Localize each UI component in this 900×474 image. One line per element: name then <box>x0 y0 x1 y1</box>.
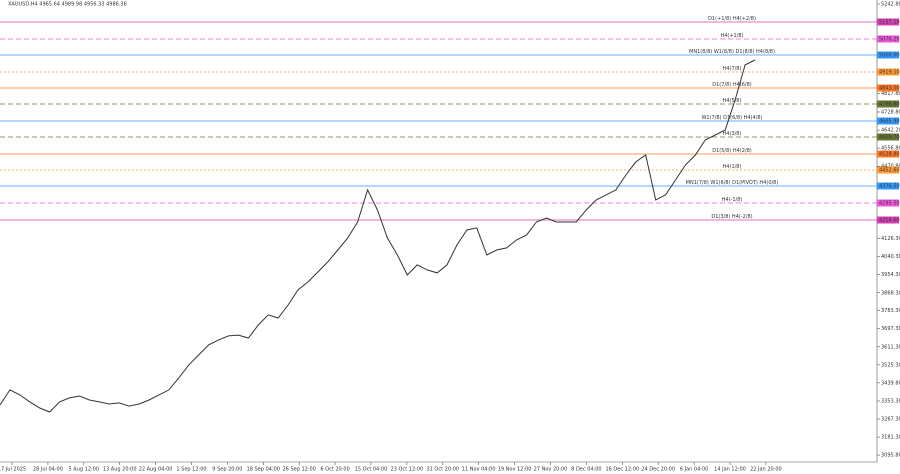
y-tick-label: 3783.30 <box>881 308 900 314</box>
level-label: D1(5/8) H4(2/8) <box>712 148 752 154</box>
x-tick-label: 27 Nov 20:00 <box>534 467 568 473</box>
level-label: H4(-1/8) <box>722 197 743 203</box>
y-tick-label: 3525.30 <box>881 362 900 368</box>
price-box <box>877 35 899 43</box>
y-tick-label: 3181.30 <box>881 435 900 441</box>
y-tick-label: 3095.80 <box>881 453 900 459</box>
price-box-label: 4843.00 <box>879 85 900 91</box>
level-label: D1(3/8) H4(-2/8) <box>711 214 752 220</box>
x-tick-label: 31 Oct 20:00 <box>426 467 459 473</box>
price-box-label: 5076.20 <box>879 36 900 42</box>
y-tick-label: 4556.80 <box>881 146 900 152</box>
price-box-label: 4452.60 <box>879 168 900 174</box>
price-box-label: 4214.60 <box>879 218 900 224</box>
price-box-label: 4919.10 <box>879 69 900 75</box>
level-label: D1(7/8) H4(6/8) <box>712 82 752 88</box>
x-tick-label: 5 Aug 12:00 <box>69 467 100 473</box>
price-box <box>877 117 899 125</box>
price-box <box>877 199 899 207</box>
price-box-label: 4295.50 <box>879 201 900 207</box>
price-box-label: 4766.80 <box>879 101 900 107</box>
level-label: MN1(7/8) W1(6/8) D1(PIVOT) H4(0/8) <box>686 180 779 186</box>
x-tick-label: 24 Dec 20:00 <box>641 467 675 473</box>
x-tick-label: 18 Sep 04:00 <box>247 467 280 473</box>
x-tick-label: 22 Jan 20:00 <box>750 467 782 473</box>
y-tick-label: 4126.30 <box>881 236 900 242</box>
x-tick-label: 15 Oct 04:00 <box>355 467 388 473</box>
y-tick-label: 3697.30 <box>881 326 900 332</box>
y-tick-label: 3267.30 <box>881 417 900 423</box>
price-box <box>877 166 899 174</box>
y-tick-label: 4642.20 <box>881 128 900 134</box>
x-tick-label: 23 Oct 12:00 <box>391 467 424 473</box>
y-tick-label: 4817.80 <box>881 91 900 97</box>
price-box-label: 4685.90 <box>879 118 900 124</box>
y-tick-label: 3868.30 <box>881 290 900 296</box>
x-tick-label: 14 Jan 12:00 <box>714 467 746 473</box>
y-tick-label: 3353.30 <box>881 398 900 404</box>
x-tick-label: 17 Jul 2025 <box>0 467 26 473</box>
y-tick-label: 3439.80 <box>881 380 900 386</box>
price-box-label: 4528.80 <box>879 152 900 158</box>
x-tick-label: 1 Sep 12:00 <box>176 467 206 473</box>
x-tick-label: 22 Aug 04:00 <box>139 467 173 473</box>
x-tick-label: 9 Sep 20:00 <box>212 467 242 473</box>
price-box <box>877 182 899 190</box>
price-box-label: 4609.70 <box>879 135 900 141</box>
price-box <box>877 100 899 108</box>
y-tick-label: 3954.30 <box>881 272 900 278</box>
price-line <box>0 59 756 413</box>
level-label: H4(7/8) <box>723 66 742 72</box>
price-box <box>877 150 899 158</box>
x-tick-label: 19 Nov 12:00 <box>498 467 532 473</box>
price-box-label: 5000.00 <box>879 53 900 59</box>
x-tick-label: 13 Aug 20:00 <box>103 467 137 473</box>
level-label: H4(3/8) <box>723 131 742 137</box>
x-tick-label: 11 Nov 04:00 <box>462 467 496 473</box>
level-label: H4(5/8) <box>723 98 742 104</box>
price-box <box>877 133 899 141</box>
x-tick-label: 16 Dec 12:00 <box>605 467 639 473</box>
price-box <box>877 84 899 92</box>
y-tick-label: 3611.30 <box>881 344 900 350</box>
price-box-label: 4376.50 <box>879 183 900 189</box>
x-tick-label: 8 Dec 04:00 <box>571 467 601 473</box>
price-box <box>877 216 899 224</box>
level-label: MN1(8/8) W1(8/8) D1(8/8) H4(8/8) <box>689 49 775 55</box>
price-box-label: 5157.10 <box>879 19 900 25</box>
y-tick-label: 5242.80 <box>881 1 900 7</box>
level-label: D1(+1/8) H4(+2/8) <box>708 16 756 22</box>
price-box <box>877 18 899 26</box>
x-tick-label: 6 Jan 04:00 <box>680 467 708 473</box>
x-tick-label: 28 Jul 04:00 <box>33 467 63 473</box>
price-box <box>877 51 899 59</box>
chart-title: XAUUSD,H4 4965.64 4989.98 4956.33 4986.3… <box>8 2 127 8</box>
level-label: W1(7/8) D1(6/8) H4(4/8) <box>701 115 762 121</box>
x-tick-label: 26 Sep 12:00 <box>283 467 316 473</box>
x-tick-label: 6 Oct 20:00 <box>320 467 349 473</box>
level-label: H4(+1/8) <box>720 33 743 39</box>
y-tick-label: 4728.80 <box>881 109 900 115</box>
price-box <box>877 68 899 76</box>
y-tick-label: 4040.30 <box>881 254 900 260</box>
level-label: H4(1/8) <box>723 164 742 170</box>
